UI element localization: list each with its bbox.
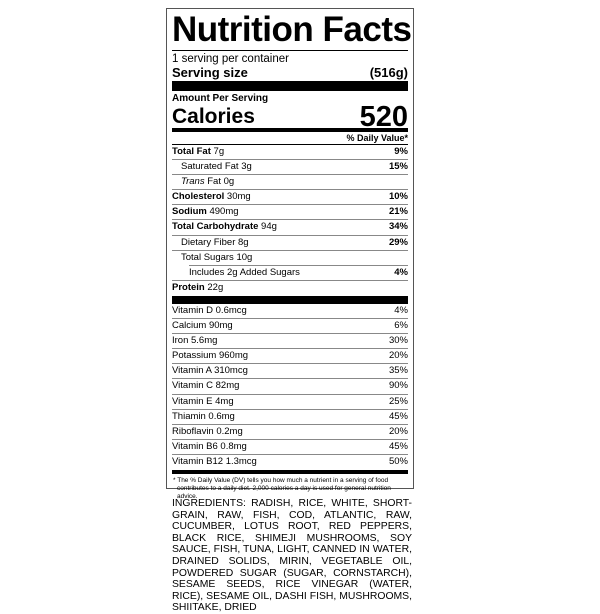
vitamin-row: Vitamin B6 0.8mg 45% (172, 440, 408, 455)
serving-size: Serving size (516g) (172, 66, 408, 80)
vitamin-dv: 30% (388, 335, 408, 347)
nutrient-row-saturated-fat: Saturated Fat 3g 15% (172, 160, 408, 176)
thick-divider (172, 81, 408, 91)
vitamin-dv: 6% (394, 320, 408, 332)
vitamin-dv: 20% (388, 425, 408, 437)
calories-row: Calories 520 (172, 101, 408, 133)
label-title: Nutrition Facts (172, 10, 412, 51)
vitamin-dv: 50% (388, 455, 408, 467)
nutrient-row-total-carbohydrate: Total Carbohydrate 94g 34% (172, 220, 408, 236)
serving-size-label: Serving size (172, 65, 248, 80)
vitamin-label: Vitamin A 310mcg (172, 365, 248, 377)
vitamin-label: Vitamin D 0.6mcg (172, 304, 247, 316)
calories-label: Calories (172, 105, 255, 128)
nutrient-row-cholesterol: Cholesterol 30mg 10% (172, 190, 408, 206)
vitamin-label: Calcium 90mg (172, 320, 233, 332)
vitamin-dv: 45% (388, 410, 408, 422)
vitamin-dv: 90% (388, 380, 408, 392)
servings-per-container: 1 serving per container (172, 53, 289, 65)
vitamin-row: Vitamin D 0.6mcg 4% (172, 304, 408, 320)
footnote: * The % Daily Value (DV) tells you how m… (173, 476, 391, 500)
vitamin-row: Iron 5.6mg 30% (172, 334, 408, 350)
nutrient-row-sodium: Sodium 490mg 21% (172, 205, 408, 221)
vitamin-row: Vitamin C 82mg 90% (172, 379, 408, 395)
thick-divider (172, 295, 408, 304)
amount-per-serving: Amount Per Serving (172, 93, 269, 104)
nutrient-row-dietary-fiber: Dietary Fiber 8g 29% (172, 236, 408, 251)
vitamin-row: Vitamin A 310mcg 35% (172, 364, 408, 380)
vitamin-row: Vitamin B12 1.3mcg 50% (172, 455, 408, 470)
vitamin-label: Iron 5.6mg (172, 335, 218, 347)
nutrient-row-total-sugars: Total Sugars 10g (172, 251, 408, 266)
calories-value: 520 (359, 101, 408, 133)
vitamin-row: Calcium 90mg 6% (172, 319, 408, 335)
vitamin-label: Potassium 960mg (172, 350, 249, 362)
nutrient-row-trans-fat: Trans Fat 0g (172, 175, 408, 191)
nutrition-label: Nutrition Facts 1 serving per container … (166, 8, 414, 500)
daily-value-header: % Daily Value* (172, 132, 408, 145)
nutrient-row-protein: Protein 22g (172, 281, 224, 293)
vitamin-label: Thiamin 0.6mg (172, 410, 235, 422)
ingredients-list: INGREDIENTS: RADISH, RICE, WHITE, SHORT-… (172, 498, 412, 614)
vitamin-label: Riboflavin 0.2mg (172, 425, 243, 437)
nutrient-row-added-sugars: Includes 2g Added Sugars 4% (172, 266, 408, 281)
vitamin-label: Vitamin C 82mg (172, 380, 240, 392)
nutrient-row-total-fat: Total Fat 7g 9% (172, 145, 408, 161)
medium-divider (172, 128, 408, 132)
vitamin-row: Riboflavin 0.2mg 20% (172, 425, 408, 440)
vitamin-dv: 4% (394, 304, 408, 316)
vitamin-dv: 35% (388, 365, 408, 377)
vitamin-label: Vitamin E 4mg (172, 395, 234, 407)
vitamin-label: Vitamin B6 0.8mg (172, 440, 247, 452)
vitamin-row: Thiamin 0.6mg 45% (172, 410, 408, 425)
serving-size-value: (516g) (369, 65, 408, 80)
vitamin-dv: 20% (388, 350, 408, 362)
vitamin-dv: 45% (388, 440, 408, 452)
vitamin-row: Vitamin E 4mg 25% (172, 395, 408, 410)
vitamin-row: Potassium 960mg 20% (172, 349, 408, 365)
medium-divider (172, 469, 408, 474)
vitamin-dv: 25% (388, 395, 408, 407)
vitamin-label: Vitamin B12 1.3mcg (172, 455, 257, 467)
